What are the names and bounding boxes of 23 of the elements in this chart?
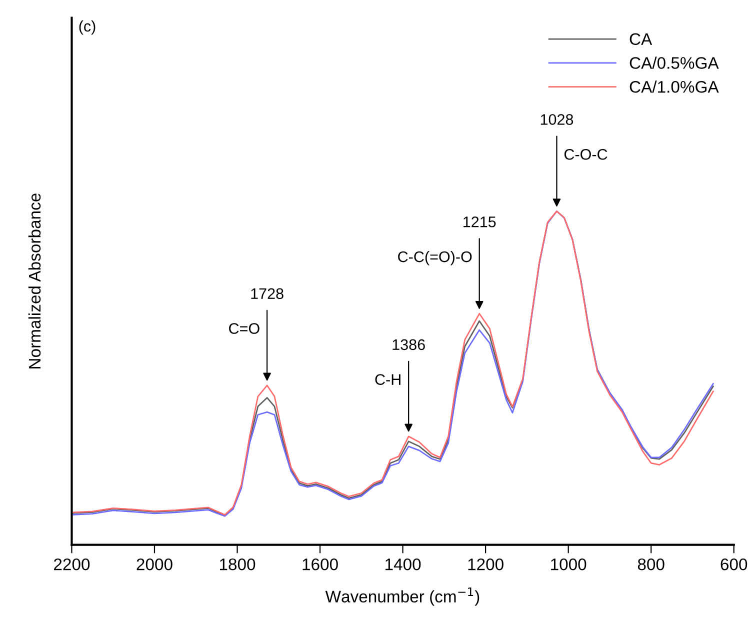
annotation: C=O (229, 323, 260, 334)
annotation: C-H (375, 374, 400, 385)
annotation: 1215 (464, 216, 496, 228)
x-tick-label: 800 (638, 558, 664, 570)
x-tick-label: 2200 (54, 558, 90, 570)
annotation: 1386 (392, 339, 425, 350)
x-axis-title: Wavenumber (cm$^{−1}$) (325, 587, 480, 606)
text: (c) (79, 20, 96, 35)
x-tick-label: 1800 (220, 558, 256, 570)
annotation: 1728 (251, 288, 284, 300)
annotation: C-O-C (564, 148, 608, 160)
x-tick-label: 1600 (302, 558, 338, 570)
x-tick-label: 600 (720, 558, 748, 570)
x-tick-label: 1000 (551, 558, 586, 570)
legend-label: CA/0.5%GA (630, 56, 719, 69)
y-axis-title: Normalized Absorbance (28, 194, 41, 368)
x-tick-label: 1400 (386, 558, 421, 570)
x-tick-label: 1200 (468, 558, 504, 570)
legend-label: CA (630, 33, 652, 46)
annotation: 1028 (540, 114, 574, 125)
legend-label: CA/1.0%GA (630, 80, 719, 93)
annotation: C-C(=O)-O (398, 250, 472, 266)
x-tick-label: 2000 (136, 558, 172, 570)
